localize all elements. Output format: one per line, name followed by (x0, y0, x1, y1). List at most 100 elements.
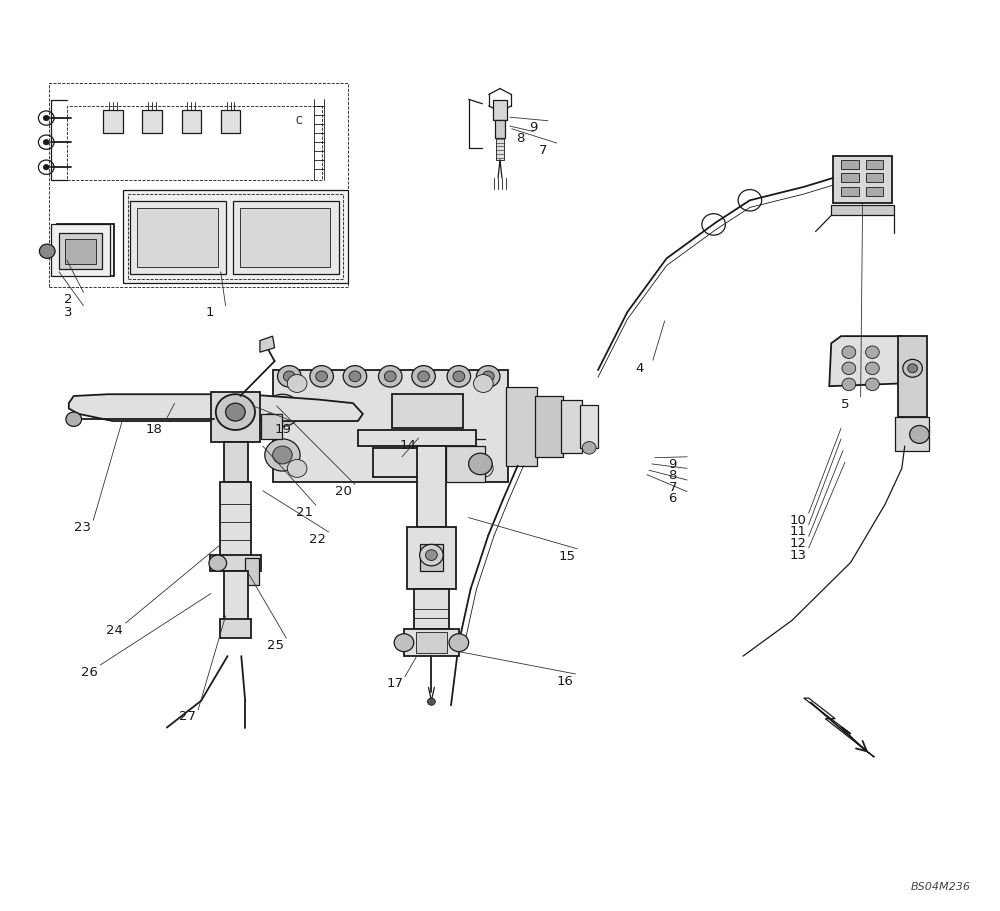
Text: 9: 9 (529, 121, 538, 134)
Bar (130, 202, 226, 275)
Text: 21: 21 (296, 506, 313, 518)
Bar (866, 188, 883, 197)
Text: 12: 12 (789, 537, 806, 549)
Bar (123, 190, 348, 284)
Text: BS04M236: BS04M236 (910, 881, 970, 891)
Bar (103, 111, 123, 134)
Bar (446, 446, 485, 482)
Bar (561, 400, 582, 454)
Circle shape (426, 550, 437, 561)
Text: 16: 16 (557, 674, 574, 687)
Bar (210, 556, 261, 571)
Circle shape (216, 394, 255, 431)
Text: 9: 9 (669, 457, 677, 470)
Circle shape (287, 375, 307, 393)
Bar (493, 101, 507, 121)
Bar (392, 394, 463, 429)
Bar (416, 632, 447, 654)
Circle shape (43, 140, 49, 146)
Bar (833, 158, 892, 204)
Bar (841, 188, 859, 197)
Text: 8: 8 (516, 132, 524, 145)
Circle shape (265, 394, 300, 427)
Text: 5: 5 (841, 397, 850, 410)
Bar (182, 111, 201, 134)
Polygon shape (260, 337, 275, 353)
Bar (866, 161, 883, 169)
Bar (211, 393, 260, 442)
Bar (841, 174, 859, 183)
Circle shape (866, 363, 879, 375)
Bar (221, 111, 240, 134)
Circle shape (476, 366, 500, 388)
Text: 4: 4 (635, 362, 644, 374)
Circle shape (420, 545, 443, 567)
Text: 25: 25 (267, 639, 284, 651)
Text: 17: 17 (386, 677, 403, 690)
Circle shape (866, 379, 879, 391)
Circle shape (447, 366, 471, 388)
Bar (261, 415, 282, 439)
Bar (63, 230, 109, 272)
Text: 7: 7 (539, 144, 548, 157)
Circle shape (283, 372, 295, 383)
Circle shape (842, 363, 856, 375)
Circle shape (66, 413, 82, 427)
Bar (142, 111, 162, 134)
Circle shape (43, 117, 49, 121)
Text: 7: 7 (669, 480, 677, 493)
Text: 19: 19 (275, 422, 291, 435)
Circle shape (349, 372, 361, 383)
Circle shape (384, 372, 396, 383)
Text: 27: 27 (179, 710, 196, 722)
Bar (496, 138, 504, 161)
Bar (866, 174, 883, 183)
Circle shape (262, 415, 278, 429)
Bar (420, 545, 443, 571)
Circle shape (469, 454, 492, 476)
Bar (495, 120, 505, 138)
Bar (137, 210, 218, 268)
Bar (506, 388, 537, 466)
Circle shape (453, 372, 465, 383)
Circle shape (273, 402, 292, 420)
Bar (414, 589, 449, 630)
Bar (841, 161, 859, 169)
Bar (273, 371, 508, 482)
Bar (404, 630, 459, 656)
Circle shape (273, 446, 292, 465)
Circle shape (482, 372, 494, 383)
Circle shape (39, 245, 55, 259)
Bar (233, 202, 339, 275)
Text: 8: 8 (669, 468, 677, 482)
Circle shape (278, 366, 301, 388)
Circle shape (394, 634, 414, 652)
Bar (128, 195, 343, 280)
Circle shape (209, 556, 227, 571)
Circle shape (910, 426, 929, 444)
Circle shape (226, 404, 245, 422)
Polygon shape (69, 394, 363, 422)
Text: 23: 23 (74, 520, 91, 534)
Text: 10: 10 (789, 513, 806, 527)
Bar (224, 442, 248, 482)
Text: 1: 1 (206, 306, 214, 319)
Circle shape (43, 166, 49, 170)
Text: C: C (296, 116, 302, 126)
Circle shape (908, 364, 917, 374)
Text: 13: 13 (789, 548, 806, 561)
Circle shape (842, 379, 856, 391)
Text: 24: 24 (106, 623, 123, 636)
Text: 6: 6 (669, 492, 677, 505)
Bar (65, 240, 96, 264)
Circle shape (427, 699, 435, 705)
Text: 11: 11 (789, 525, 806, 537)
Circle shape (412, 366, 435, 388)
Polygon shape (829, 337, 905, 387)
Circle shape (582, 442, 596, 455)
Bar (407, 527, 456, 589)
Text: 2: 2 (64, 292, 72, 306)
Text: 22: 22 (309, 532, 326, 545)
Bar (220, 482, 251, 558)
Circle shape (474, 375, 493, 393)
